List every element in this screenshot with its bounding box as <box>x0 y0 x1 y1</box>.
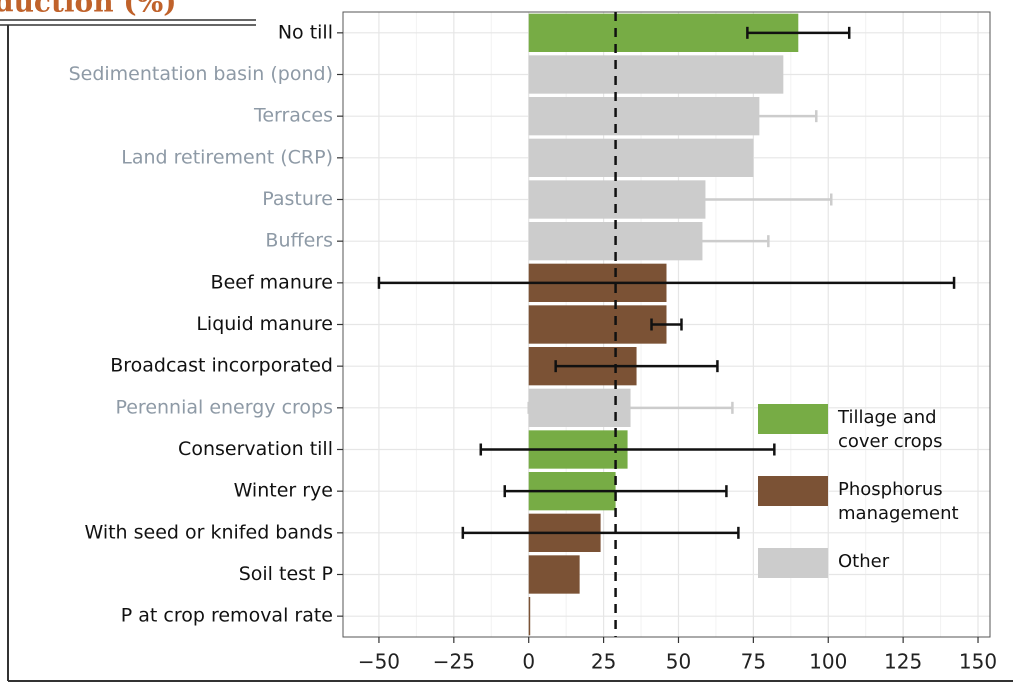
x-tick-label: 150 <box>959 650 997 674</box>
legend-swatch <box>758 548 828 578</box>
y-tick-label: Land retirement (CRP) <box>121 146 333 168</box>
x-tick-label: −25 <box>433 650 475 674</box>
y-tick-label: Soil test P <box>239 563 333 585</box>
y-tick-label: No till <box>278 21 333 43</box>
bar <box>528 555 580 594</box>
chart-title: duction (%) <box>0 0 176 19</box>
bar <box>528 305 667 344</box>
x-tick-label: 25 <box>591 650 616 674</box>
legend-swatch <box>758 476 828 506</box>
legend-label: Tillage and cover crops <box>838 407 943 452</box>
bar <box>528 138 754 177</box>
x-tick-label: 75 <box>741 650 766 674</box>
y-tick-label: Perennial energy crops <box>115 396 333 418</box>
x-tick-label: 100 <box>809 650 847 674</box>
y-tick-label: Liquid manure <box>196 313 333 335</box>
x-tick-label: 50 <box>666 650 691 674</box>
y-tick-label: P at crop removal rate <box>121 605 333 627</box>
y-tick-label: Sedimentation basin (pond) <box>69 63 333 85</box>
bar <box>528 597 531 636</box>
bar <box>528 55 784 94</box>
legend-label: Phosphorus management <box>838 479 959 524</box>
legend-swatch <box>758 404 828 434</box>
y-tick-label: Beef manure <box>211 271 333 293</box>
x-tick-label: 125 <box>884 650 922 674</box>
legend-label: Other <box>838 551 890 572</box>
x-tick-label: 0 <box>522 650 535 674</box>
y-tick-label: Terraces <box>253 105 333 127</box>
y-tick-label: Buffers <box>265 230 333 252</box>
y-tick-label: With seed or knifed bands <box>84 521 333 543</box>
y-tick-label: Broadcast incorporated <box>110 355 333 377</box>
x-tick-label: −50 <box>358 650 400 674</box>
y-tick-label: Pasture <box>262 188 333 210</box>
y-tick-label: Winter rye <box>234 480 333 502</box>
y-tick-label: Conservation till <box>178 438 333 460</box>
